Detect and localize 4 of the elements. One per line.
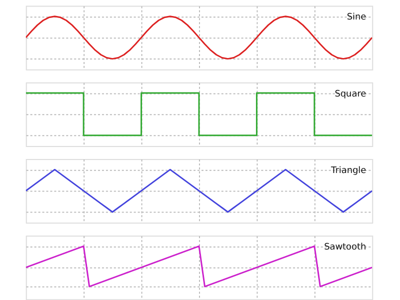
chart-title: Triangle [330, 166, 367, 176]
chart-title: Square [334, 89, 367, 100]
chart-title: Sine [346, 12, 367, 23]
chart-title: Sawtooth [324, 242, 366, 253]
